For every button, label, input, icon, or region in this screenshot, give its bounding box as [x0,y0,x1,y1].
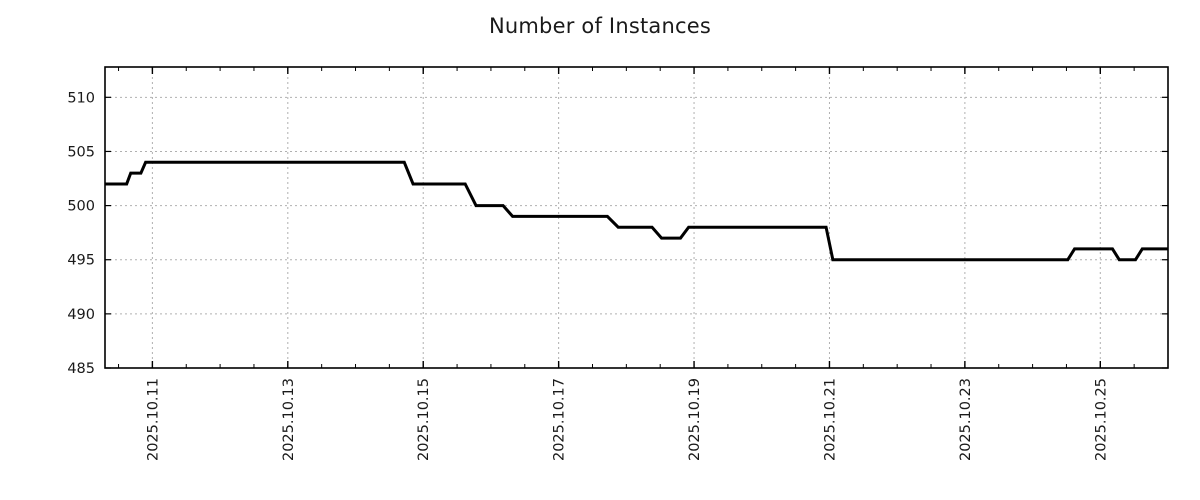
y-tick-label: 500 [67,199,95,215]
x-tick-label: 2025.10.23 [958,378,974,461]
x-axis-ticks [151,67,1101,368]
x-tick-label: 2025.10.13 [281,378,297,461]
x-tick-label: 2025.10.15 [416,378,432,461]
y-tick-label: 510 [67,90,95,106]
x-tick-label: 2025.10.21 [822,378,838,461]
grid-lines [105,67,1168,369]
y-axis-ticks [105,96,1168,369]
data-series-line [105,160,1168,262]
minor-axis-ticks [118,67,1169,368]
series-line-number-of-instances [105,160,1168,262]
x-axis-tick-labels: 2025.10.11 2025.10.13 2025.10.15 2025.10.17… [145,378,1109,461]
chart-title: Number of Instances [488,14,711,38]
x-tick-label: 2025.10.19 [687,378,703,461]
axis-frame [104,66,1169,369]
x-tick-label: 2025.10.11 [145,378,161,461]
y-tick-label: 490 [67,307,95,323]
y-axis-tick-labels: 485 490 495 500 505 510 [67,90,95,377]
x-tick-label: 2025.10.25 [1093,378,1109,461]
y-tick-label: 495 [67,253,95,269]
y-tick-label: 485 [67,361,95,377]
x-tick-label: 2025.10.17 [552,378,568,461]
y-tick-label: 505 [67,144,95,160]
